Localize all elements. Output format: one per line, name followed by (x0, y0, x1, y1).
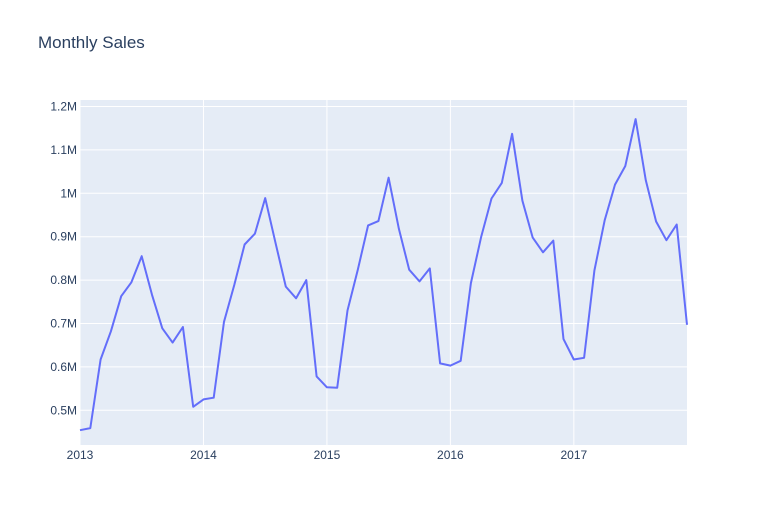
y-tick-label: 0.8M (50, 273, 77, 287)
x-tick-label: 2015 (314, 448, 341, 462)
x-tick-label: 2014 (190, 448, 217, 462)
y-tick-label: 0.6M (50, 360, 77, 374)
x-tick-label: 2013 (67, 448, 94, 462)
sales-line (79, 118, 688, 432)
y-tick-label: 1.1M (50, 143, 77, 157)
x-tick-label: 2016 (437, 448, 464, 462)
y-tick-label: 1M (60, 186, 77, 200)
y-tick-label: 1.2M (50, 100, 77, 114)
y-tick-label: 0.7M (50, 316, 77, 330)
x-axis-tick-labels: 2013 2014 2015 2016 2017 (67, 448, 588, 462)
y-axis-tick-labels: 0.5M 0.6M 0.7M 0.8M 0.9M 1M 1.1M 1.2M (50, 100, 77, 418)
chart-title: Monthly Sales (38, 33, 145, 52)
y-gridlines (80, 106, 687, 411)
y-tick-label: 0.5M (50, 403, 77, 417)
x-tick-label: 2017 (560, 448, 587, 462)
y-tick-label: 0.9M (50, 230, 77, 244)
plot-background (80, 100, 687, 445)
